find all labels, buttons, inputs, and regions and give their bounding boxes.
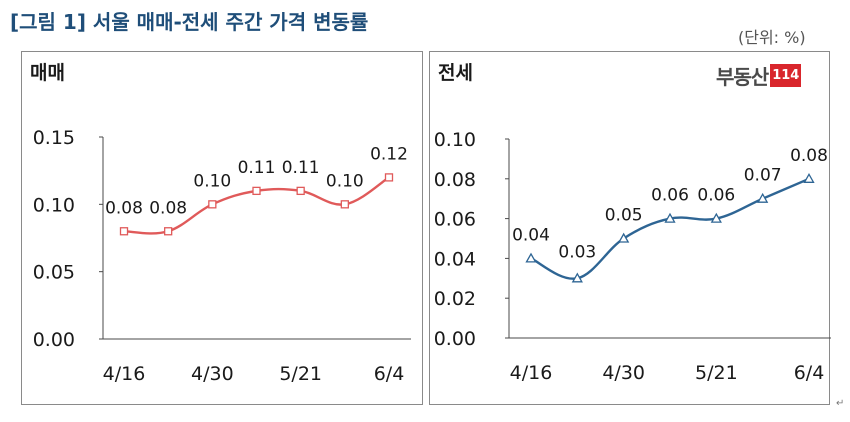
sale-point [119, 227, 129, 236]
sale-x-tick-label: 6/4 [374, 363, 405, 385]
sale-data-label: 0.11 [238, 158, 276, 178]
jeonse-y-tick-label: 0.02 [434, 288, 476, 310]
jeonse-x-tick-label: 4/16 [510, 362, 553, 384]
paragraph-mark: ↵ [836, 398, 845, 409]
sale-data-label: 0.10 [193, 171, 231, 191]
jeonse-y-tick-label: 0.10 [434, 129, 476, 151]
jeonse-chart: 0.00 0.02 0.04 0.06 0.08 0.10 4/16 4/30 5/21 6/4 0… [434, 129, 831, 384]
sale-data-label: 0.10 [326, 171, 364, 191]
sale-point [340, 200, 349, 209]
sale-point [252, 186, 261, 196]
logo-text: 부동산 [716, 64, 769, 89]
jeonse-data-label: 0.05 [605, 206, 643, 226]
jeonse-point [571, 272, 583, 283]
busan114-logo: 부동산 114 [716, 62, 802, 89]
sale-point [208, 200, 217, 209]
jeonse-point [664, 212, 676, 223]
sale-data-label: 0.11 [282, 158, 320, 178]
sale-y-tick-label: 0.05 [33, 262, 75, 284]
sale-y-tick-label: 0.10 [33, 194, 75, 216]
jeonse-chart-title: 전세 [438, 62, 473, 84]
jeonse-x-tick-label: 4/30 [602, 362, 645, 384]
jeonse-data-label: 0.04 [512, 225, 550, 245]
jeonse-x-tick-label: 5/21 [695, 362, 738, 384]
jeonse-chart-panel: 전세 부동산 114 0.00 0.02 0.04 0.06 0.08 0.10 4/16 4… [429, 51, 831, 405]
jeonse-y-tick-label: 0.00 [434, 328, 476, 350]
jeonse-data-label: 0.03 [558, 242, 596, 262]
sale-point [384, 173, 394, 182]
sale-chart-panel: 매매 0.00 0.05 0.10 0.15 4/16 4/30 5/21 6/4 0.08 0.… [21, 51, 423, 405]
jeonse-point [618, 232, 630, 243]
sale-chart: 0.00 0.05 0.10 0.15 4/16 4/30 5/21 6/4 0.08 0.08 0… [33, 127, 411, 385]
jeonse-data-label: 0.08 [790, 146, 828, 166]
jeonse-y-tick-label: 0.08 [434, 169, 476, 191]
sale-x-tick-label: 4/16 [103, 363, 146, 385]
sale-x-tick-label: 4/30 [191, 363, 234, 385]
jeonse-data-label: 0.07 [744, 166, 782, 186]
sale-point [296, 186, 305, 196]
jeonse-y-tick-label: 0.06 [434, 209, 476, 231]
sale-point [164, 227, 173, 236]
jeonse-y-tick-label: 0.04 [434, 248, 476, 270]
sale-x-tick-label: 5/21 [279, 363, 322, 385]
jeonse-data-label: 0.06 [697, 186, 735, 206]
sale-y-tick-label: 0.15 [33, 127, 75, 149]
sale-y-tick-label: 0.00 [33, 329, 75, 351]
jeonse-point [710, 212, 722, 223]
figure-title: [그림 1] 서울 매매-전세 주간 가격 변동률 [10, 10, 369, 34]
jeonse-data-label: 0.06 [651, 186, 689, 206]
unit-label: (단위: %) [738, 28, 806, 47]
sale-chart-title: 매매 [30, 62, 65, 84]
jeonse-point [757, 192, 769, 203]
logo-box: 114 [770, 63, 802, 87]
sale-data-label: 0.12 [370, 144, 408, 164]
sale-data-label: 0.08 [149, 198, 187, 218]
sale-data-label: 0.08 [105, 198, 143, 218]
jeonse-point [803, 172, 815, 183]
jeonse-point [525, 252, 537, 263]
jeonse-x-tick-label: 6/4 [794, 362, 825, 384]
